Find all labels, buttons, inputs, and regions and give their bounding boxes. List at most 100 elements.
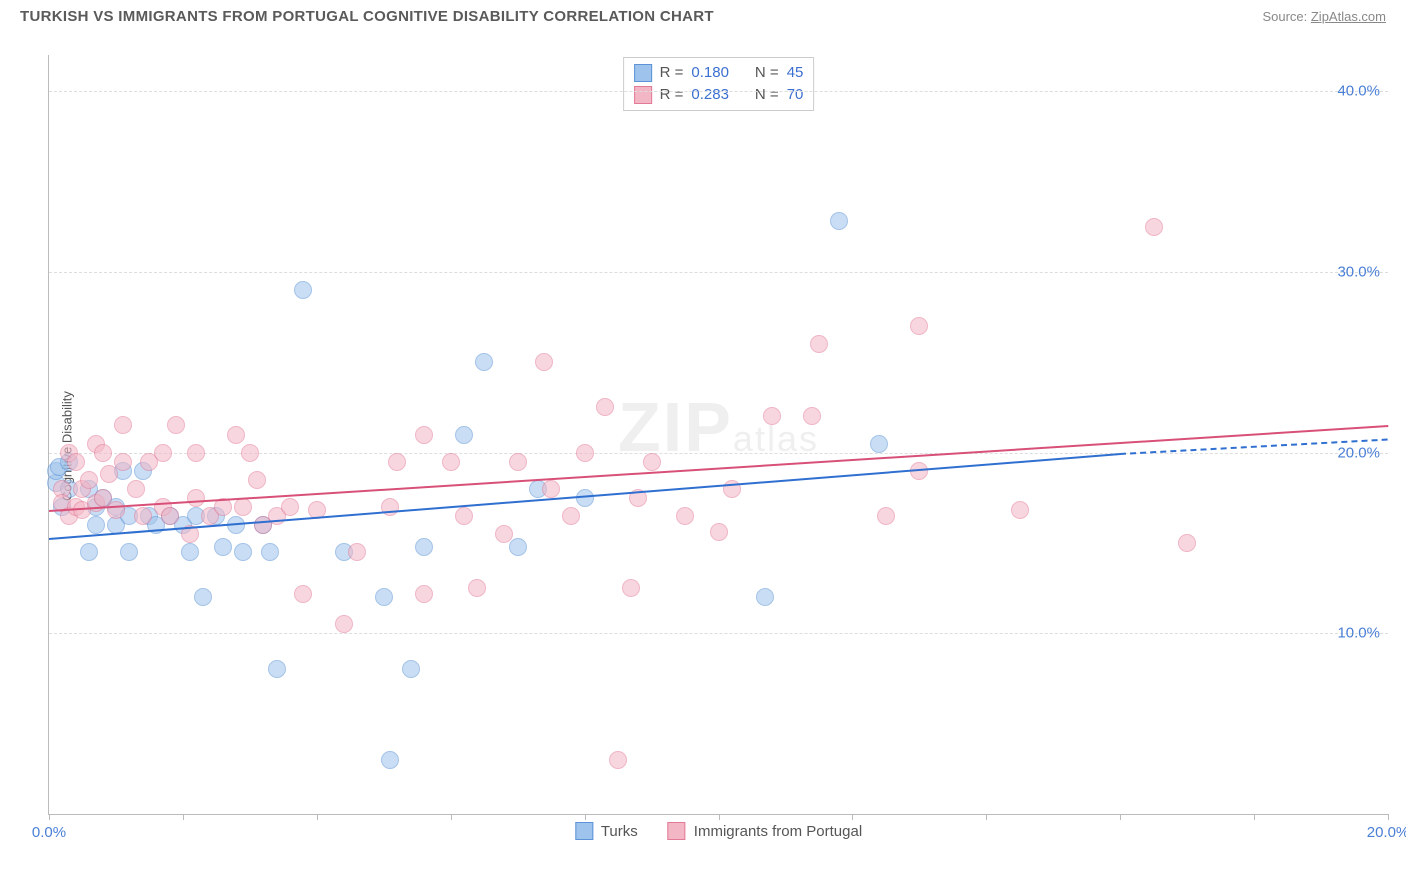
x-tick <box>183 814 184 820</box>
chart-title: TURKISH VS IMMIGRANTS FROM PORTUGAL COGN… <box>20 8 714 25</box>
data-point <box>475 353 493 371</box>
data-point <box>80 543 98 561</box>
data-point <box>161 507 179 525</box>
series-name: Turks <box>601 823 638 840</box>
x-tick <box>49 814 50 820</box>
data-point <box>167 416 185 434</box>
data-point <box>763 407 781 425</box>
x-tick <box>1254 814 1255 820</box>
swatch-portugal-icon <box>634 86 652 104</box>
n-label: N = <box>755 84 779 106</box>
x-tick-label: 0.0% <box>32 824 66 841</box>
data-point <box>576 444 594 462</box>
data-point <box>381 751 399 769</box>
data-point <box>622 579 640 597</box>
data-point <box>94 444 112 462</box>
data-point <box>1178 534 1196 552</box>
trend-line <box>49 453 1120 540</box>
data-point <box>710 523 728 541</box>
stats-legend-row-turks: R = 0.180 N = 45 <box>634 62 804 84</box>
data-point <box>67 453 85 471</box>
data-point <box>114 416 132 434</box>
data-point <box>187 444 205 462</box>
watermark-main: ZIP <box>618 388 733 466</box>
data-point <box>415 426 433 444</box>
series-legend: Turks Immigrants from Portugal <box>575 822 862 840</box>
data-point <box>643 453 661 471</box>
data-point <box>348 543 366 561</box>
data-point <box>442 453 460 471</box>
data-point <box>756 588 774 606</box>
data-point <box>495 525 513 543</box>
data-point <box>120 543 138 561</box>
data-point <box>509 453 527 471</box>
data-point <box>294 585 312 603</box>
gridline <box>49 633 1388 634</box>
data-point <box>107 501 125 519</box>
y-tick-label: 30.0% <box>1337 263 1380 280</box>
data-point <box>402 660 420 678</box>
data-point <box>227 426 245 444</box>
data-point <box>335 615 353 633</box>
data-point <box>542 480 560 498</box>
x-tick <box>1388 814 1389 820</box>
r-value: 0.180 <box>691 62 729 84</box>
gridline <box>49 91 1388 92</box>
data-point <box>80 471 98 489</box>
data-point <box>468 579 486 597</box>
x-tick <box>986 814 987 820</box>
data-point <box>509 538 527 556</box>
data-point <box>281 498 299 516</box>
r-value: 0.283 <box>691 84 729 106</box>
y-tick-label: 40.0% <box>1337 83 1380 100</box>
gridline <box>49 272 1388 273</box>
data-point <box>234 543 252 561</box>
source-prefix: Source: <box>1262 9 1310 24</box>
x-tick <box>451 814 452 820</box>
data-point <box>830 212 848 230</box>
x-tick <box>585 814 586 820</box>
data-point <box>114 453 132 471</box>
data-point <box>248 471 266 489</box>
data-point <box>134 507 152 525</box>
x-tick <box>317 814 318 820</box>
data-point <box>388 453 406 471</box>
data-point <box>234 498 252 516</box>
source-link[interactable]: ZipAtlas.com <box>1311 9 1386 24</box>
data-point <box>187 489 205 507</box>
series-legend-turks: Turks <box>575 822 638 840</box>
data-point <box>87 516 105 534</box>
swatch-turks-icon <box>634 64 652 82</box>
data-point <box>803 407 821 425</box>
data-point <box>676 507 694 525</box>
data-point <box>535 353 553 371</box>
data-point <box>810 335 828 353</box>
data-point <box>241 444 259 462</box>
swatch-portugal-icon <box>668 822 686 840</box>
data-point <box>261 543 279 561</box>
x-tick <box>1120 814 1121 820</box>
trend-line <box>49 425 1388 512</box>
data-point <box>1011 501 1029 519</box>
data-point <box>609 751 627 769</box>
data-point <box>870 435 888 453</box>
scatter-chart: ZIPatlas R = 0.180 N = 45 R = 0.283 N = … <box>48 55 1388 815</box>
stats-legend: R = 0.180 N = 45 R = 0.283 N = 70 <box>623 57 815 111</box>
data-point <box>877 507 895 525</box>
data-point <box>562 507 580 525</box>
n-value: 45 <box>787 62 804 84</box>
series-name: Immigrants from Portugal <box>694 823 862 840</box>
data-point <box>214 538 232 556</box>
data-point <box>154 444 172 462</box>
y-tick-label: 10.0% <box>1337 625 1380 642</box>
data-point <box>127 480 145 498</box>
source-attribution: Source: ZipAtlas.com <box>1262 9 1386 24</box>
swatch-turks-icon <box>575 822 593 840</box>
data-point <box>455 507 473 525</box>
r-label: R = <box>660 84 684 106</box>
y-tick-label: 20.0% <box>1337 444 1380 461</box>
data-point <box>375 588 393 606</box>
data-point <box>910 317 928 335</box>
n-value: 70 <box>787 84 804 106</box>
data-point <box>415 538 433 556</box>
